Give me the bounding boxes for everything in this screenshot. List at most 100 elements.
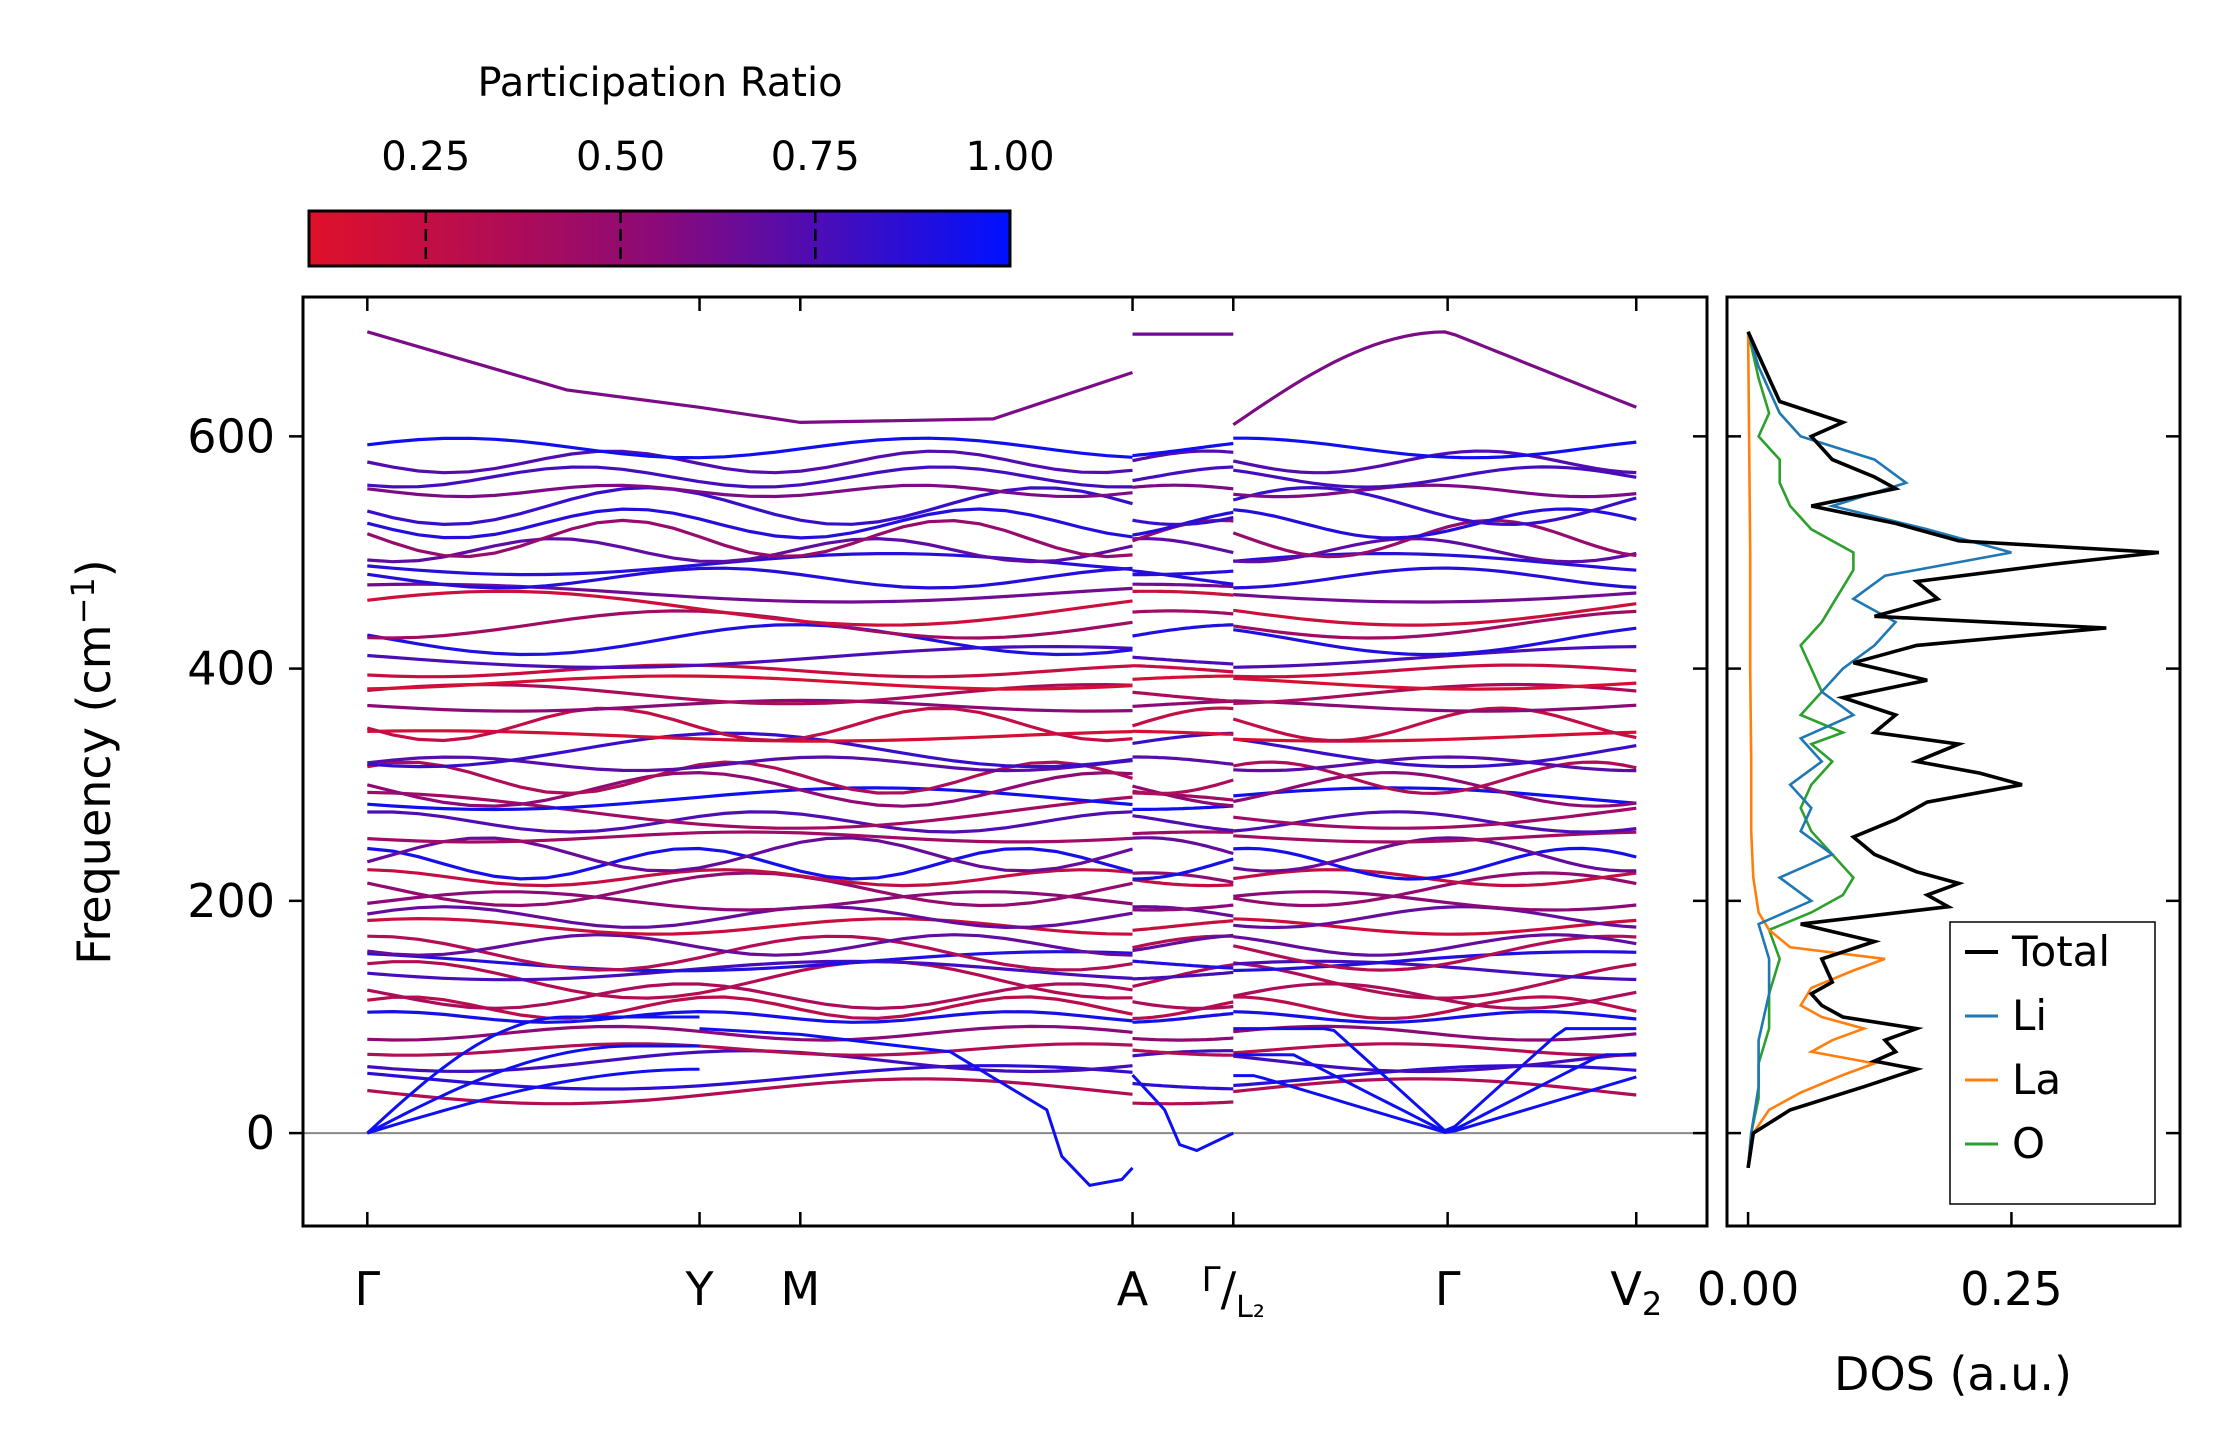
phonon-band — [1132, 1081, 1234, 1091]
phonon-band — [367, 623, 1133, 657]
dos-series-li — [1746, 331, 2012, 1169]
phonon-band — [1132, 465, 1234, 483]
phonon-band — [367, 1024, 1133, 1042]
phonon-band — [1233, 806, 1637, 830]
phonon-band — [367, 830, 1133, 844]
band-y-ticks: 0 200 400 600 — [187, 409, 1707, 1160]
phonon-band — [1232, 934, 1637, 972]
phonon-band — [367, 582, 1133, 604]
phonon-band — [1132, 871, 1234, 884]
phonon-band — [367, 552, 1133, 577]
phonon-band — [367, 698, 1133, 713]
phonon-band — [367, 890, 1133, 912]
colorbar-gradient — [307, 209, 1012, 268]
phonon-band — [367, 810, 1133, 834]
phonon-band — [367, 674, 1133, 691]
dos-panel: 0.00 0.25 DOS (a.u.) Total Li La O — [1697, 295, 2182, 1401]
phonon-band — [367, 1077, 1133, 1106]
phonon-band — [1132, 623, 1234, 638]
legend-label: La — [2012, 1055, 2061, 1104]
phonon-band — [1233, 1024, 1637, 1042]
legend-label: Total — [2011, 927, 2110, 976]
colorbar-title: Participation Ratio — [477, 60, 842, 106]
phonon-band — [367, 465, 1133, 489]
phonon-band — [366, 330, 1134, 425]
phonon-band — [1132, 933, 1234, 953]
band-structure-panel: Γ Y M A Γ/L₂ Γ V2 0 200 400 600 Frequency (cm−1) — [64, 295, 1709, 1325]
phonon-band — [1233, 905, 1637, 930]
band-y-tick-label: 600 — [187, 409, 275, 463]
phonon-band — [1132, 878, 1234, 888]
k-point-label: Γ — [1435, 1262, 1461, 1316]
phonon-band — [1233, 1077, 1637, 1097]
phonon-band — [1132, 1100, 1234, 1106]
phonon-band — [1233, 871, 1637, 908]
phonon-band — [366, 982, 1133, 1011]
phonon-band — [1132, 814, 1234, 833]
dos-y-ticks — [1727, 435, 2180, 1135]
colorbar-tick-label: 0.75 — [771, 134, 860, 180]
phonon-band — [1132, 1048, 1234, 1057]
phonon-band — [367, 868, 1133, 888]
phonon-band — [366, 770, 1133, 808]
phonon-band — [1132, 1049, 1234, 1058]
acoustic-band — [366, 1067, 700, 1135]
phonon-band — [367, 933, 1133, 957]
phonon-band — [1132, 1011, 1234, 1024]
phonon-band — [366, 518, 1133, 559]
phonon-band — [367, 536, 1133, 564]
phonon-band — [1132, 903, 1234, 912]
phonon-band — [1132, 836, 1234, 856]
phonon-band — [1132, 569, 1234, 586]
phonon-band — [1233, 483, 1637, 499]
phonon-band — [1132, 830, 1234, 836]
phonon-band — [1132, 970, 1234, 981]
phonon-band — [1233, 760, 1637, 796]
phonon-band — [1132, 804, 1234, 812]
phonon-band — [1132, 582, 1234, 589]
colorbar-tick-label: 0.50 — [576, 134, 665, 180]
phonon-band — [1132, 699, 1234, 708]
phonon-band — [1233, 950, 1637, 973]
phonon-band — [1233, 868, 1637, 888]
phonon-band — [1233, 676, 1637, 691]
phonon-band — [1132, 755, 1234, 766]
phonon-band — [1132, 515, 1234, 527]
phonon-band — [367, 916, 1133, 936]
colorbar: Participation Ratio 0.25 0.50 0.75 1.00 — [307, 60, 1055, 268]
phonon-band — [1233, 836, 1637, 873]
phonon-band — [1233, 846, 1637, 881]
phonon-band — [1232, 485, 1637, 527]
colorbar-tick-label: 1.00 — [965, 134, 1054, 180]
legend-label: O — [2012, 1119, 2045, 1168]
phonon-band — [1233, 465, 1637, 489]
k-point-label: A — [1117, 1262, 1149, 1316]
phonon-band — [1233, 645, 1637, 669]
phonon-band — [1233, 890, 1637, 912]
phonon-band — [1232, 770, 1637, 808]
legend-label: Li — [2012, 991, 2047, 1040]
phonon-band — [1233, 536, 1637, 564]
phonon-band — [367, 663, 1133, 679]
dos-plot-frame — [1725, 295, 2182, 1228]
phonon-band — [1233, 810, 1637, 834]
phonon-band — [1132, 1036, 1234, 1042]
phonon-band — [1232, 706, 1637, 743]
k-point-label: M — [780, 1262, 820, 1316]
dos-series — [1746, 331, 2160, 1169]
phonon-band — [366, 507, 1133, 540]
phonon-band — [1132, 537, 1234, 555]
phonon-band — [367, 644, 1133, 669]
phonon-band — [1233, 737, 1637, 769]
phonon-band — [1132, 729, 1234, 736]
phonon-band — [1132, 857, 1234, 881]
band-y-axis-title: Frequency (cm−1) — [64, 559, 121, 964]
phonon-band — [367, 950, 1133, 973]
phonon-band — [1233, 566, 1637, 590]
phonon-band — [367, 1009, 1133, 1024]
phonon-band — [1233, 933, 1637, 957]
legend-items: Total Li La O — [1965, 927, 2110, 1168]
phonon-band — [1233, 1009, 1637, 1024]
phonon-band — [367, 483, 1133, 499]
phonon-band — [1132, 959, 1234, 970]
